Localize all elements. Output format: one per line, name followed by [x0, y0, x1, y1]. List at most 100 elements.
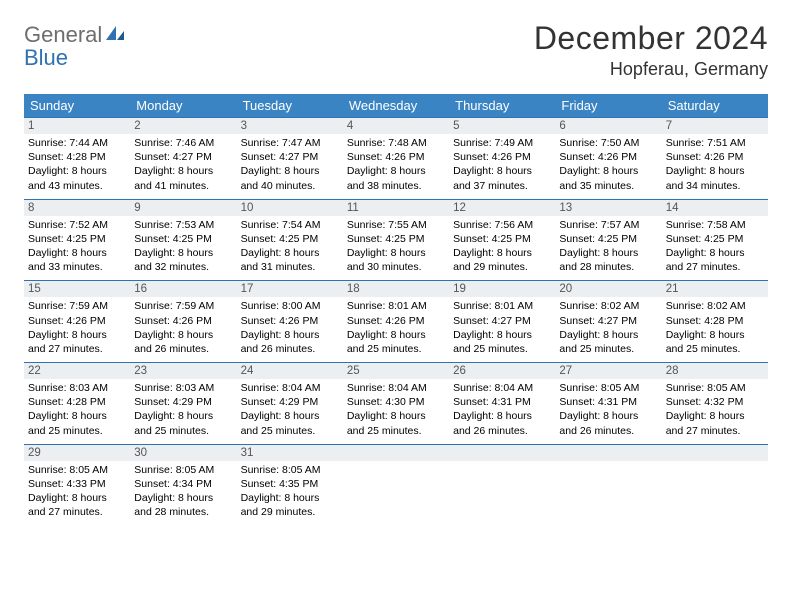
daylight-text-1: Daylight: 8 hours	[347, 164, 445, 178]
sunrise-text: Sunrise: 8:03 AM	[28, 381, 126, 395]
day-number: 10	[237, 199, 343, 216]
day-details: Sunrise: 7:44 AMSunset: 4:28 PMDaylight:…	[24, 134, 130, 199]
title-block: December 2024 Hopferau, Germany	[534, 20, 768, 80]
day-details: Sunrise: 7:55 AMSunset: 4:25 PMDaylight:…	[343, 216, 449, 281]
daylight-text-1: Daylight: 8 hours	[134, 491, 232, 505]
calendar-cell: 31Sunrise: 8:05 AMSunset: 4:35 PMDayligh…	[237, 444, 343, 526]
day-number: 23	[130, 362, 236, 379]
day-details: Sunrise: 7:59 AMSunset: 4:26 PMDaylight:…	[24, 297, 130, 362]
sunrise-text: Sunrise: 7:58 AM	[666, 218, 764, 232]
sunrise-text: Sunrise: 8:05 AM	[134, 463, 232, 477]
calendar-cell: 11Sunrise: 7:55 AMSunset: 4:25 PMDayligh…	[343, 199, 449, 281]
calendar-week-row: 15Sunrise: 7:59 AMSunset: 4:26 PMDayligh…	[24, 280, 768, 362]
daylight-text-2: and 29 minutes.	[241, 505, 339, 519]
sunset-text: Sunset: 4:25 PM	[559, 232, 657, 246]
day-number	[343, 444, 449, 461]
daylight-text-2: and 43 minutes.	[28, 179, 126, 193]
calendar-cell: 22Sunrise: 8:03 AMSunset: 4:28 PMDayligh…	[24, 362, 130, 444]
daylight-text-1: Daylight: 8 hours	[28, 246, 126, 260]
calendar-cell: 27Sunrise: 8:05 AMSunset: 4:31 PMDayligh…	[555, 362, 661, 444]
sunrise-text: Sunrise: 7:48 AM	[347, 136, 445, 150]
daylight-text-1: Daylight: 8 hours	[666, 409, 764, 423]
daylight-text-1: Daylight: 8 hours	[453, 164, 551, 178]
sunrise-text: Sunrise: 7:51 AM	[666, 136, 764, 150]
daylight-text-2: and 28 minutes.	[559, 260, 657, 274]
calendar-cell: 3Sunrise: 7:47 AMSunset: 4:27 PMDaylight…	[237, 117, 343, 199]
calendar-cell: 30Sunrise: 8:05 AMSunset: 4:34 PMDayligh…	[130, 444, 236, 526]
calendar-cell: 20Sunrise: 8:02 AMSunset: 4:27 PMDayligh…	[555, 280, 661, 362]
day-details: Sunrise: 8:02 AMSunset: 4:28 PMDaylight:…	[662, 297, 768, 362]
day-number	[555, 444, 661, 461]
daylight-text-1: Daylight: 8 hours	[241, 164, 339, 178]
daylight-text-1: Daylight: 8 hours	[241, 491, 339, 505]
calendar-cell: 23Sunrise: 8:03 AMSunset: 4:29 PMDayligh…	[130, 362, 236, 444]
day-details: Sunrise: 8:05 AMSunset: 4:35 PMDaylight:…	[237, 461, 343, 526]
weekday-header: Thursday	[449, 94, 555, 117]
daylight-text-1: Daylight: 8 hours	[241, 246, 339, 260]
sunrise-text: Sunrise: 8:02 AM	[666, 299, 764, 313]
sunrise-text: Sunrise: 8:01 AM	[347, 299, 445, 313]
daylight-text-1: Daylight: 8 hours	[241, 328, 339, 342]
sunset-text: Sunset: 4:25 PM	[134, 232, 232, 246]
calendar-cell: 6Sunrise: 7:50 AMSunset: 4:26 PMDaylight…	[555, 117, 661, 199]
sunset-text: Sunset: 4:29 PM	[134, 395, 232, 409]
calendar-cell: 25Sunrise: 8:04 AMSunset: 4:30 PMDayligh…	[343, 362, 449, 444]
daylight-text-2: and 37 minutes.	[453, 179, 551, 193]
day-number: 14	[662, 199, 768, 216]
day-number: 28	[662, 362, 768, 379]
calendar-cell: 5Sunrise: 7:49 AMSunset: 4:26 PMDaylight…	[449, 117, 555, 199]
logo-sail-icon	[104, 24, 126, 47]
day-number: 4	[343, 117, 449, 134]
day-number: 20	[555, 280, 661, 297]
daylight-text-1: Daylight: 8 hours	[666, 164, 764, 178]
day-details: Sunrise: 7:56 AMSunset: 4:25 PMDaylight:…	[449, 216, 555, 281]
sunset-text: Sunset: 4:30 PM	[347, 395, 445, 409]
sunset-text: Sunset: 4:26 PM	[453, 150, 551, 164]
sunset-text: Sunset: 4:27 PM	[241, 150, 339, 164]
day-number: 26	[449, 362, 555, 379]
day-details: Sunrise: 8:02 AMSunset: 4:27 PMDaylight:…	[555, 297, 661, 362]
day-number: 16	[130, 280, 236, 297]
sunrise-text: Sunrise: 8:05 AM	[666, 381, 764, 395]
weekday-header: Sunday	[24, 94, 130, 117]
calendar-cell: 10Sunrise: 7:54 AMSunset: 4:25 PMDayligh…	[237, 199, 343, 281]
daylight-text-1: Daylight: 8 hours	[347, 328, 445, 342]
day-number: 24	[237, 362, 343, 379]
sunrise-text: Sunrise: 7:44 AM	[28, 136, 126, 150]
sunset-text: Sunset: 4:31 PM	[559, 395, 657, 409]
calendar-week-row: 8Sunrise: 7:52 AMSunset: 4:25 PMDaylight…	[24, 199, 768, 281]
sunset-text: Sunset: 4:28 PM	[666, 314, 764, 328]
daylight-text-2: and 25 minutes.	[666, 342, 764, 356]
calendar-cell: 7Sunrise: 7:51 AMSunset: 4:26 PMDaylight…	[662, 117, 768, 199]
sunset-text: Sunset: 4:25 PM	[453, 232, 551, 246]
day-details: Sunrise: 8:03 AMSunset: 4:29 PMDaylight:…	[130, 379, 236, 444]
daylight-text-1: Daylight: 8 hours	[453, 409, 551, 423]
sunrise-text: Sunrise: 8:05 AM	[241, 463, 339, 477]
day-number: 18	[343, 280, 449, 297]
sunrise-text: Sunrise: 7:53 AM	[134, 218, 232, 232]
location: Hopferau, Germany	[534, 59, 768, 80]
day-number: 27	[555, 362, 661, 379]
calendar-cell: 15Sunrise: 7:59 AMSunset: 4:26 PMDayligh…	[24, 280, 130, 362]
sunset-text: Sunset: 4:28 PM	[28, 150, 126, 164]
calendar-cell: 12Sunrise: 7:56 AMSunset: 4:25 PMDayligh…	[449, 199, 555, 281]
calendar-cell	[555, 444, 661, 526]
daylight-text-2: and 40 minutes.	[241, 179, 339, 193]
day-number	[662, 444, 768, 461]
sunset-text: Sunset: 4:26 PM	[347, 314, 445, 328]
day-details: Sunrise: 7:46 AMSunset: 4:27 PMDaylight:…	[130, 134, 236, 199]
daylight-text-1: Daylight: 8 hours	[666, 328, 764, 342]
sunset-text: Sunset: 4:29 PM	[241, 395, 339, 409]
day-details: Sunrise: 8:05 AMSunset: 4:32 PMDaylight:…	[662, 379, 768, 444]
day-number: 22	[24, 362, 130, 379]
sunset-text: Sunset: 4:34 PM	[134, 477, 232, 491]
daylight-text-2: and 27 minutes.	[666, 424, 764, 438]
daylight-text-1: Daylight: 8 hours	[134, 246, 232, 260]
daylight-text-2: and 28 minutes.	[134, 505, 232, 519]
sunset-text: Sunset: 4:35 PM	[241, 477, 339, 491]
calendar-week-row: 22Sunrise: 8:03 AMSunset: 4:28 PMDayligh…	[24, 362, 768, 444]
calendar-table: SundayMondayTuesdayWednesdayThursdayFrid…	[24, 94, 768, 525]
sunrise-text: Sunrise: 8:00 AM	[241, 299, 339, 313]
sunrise-text: Sunrise: 7:52 AM	[28, 218, 126, 232]
sunset-text: Sunset: 4:32 PM	[666, 395, 764, 409]
